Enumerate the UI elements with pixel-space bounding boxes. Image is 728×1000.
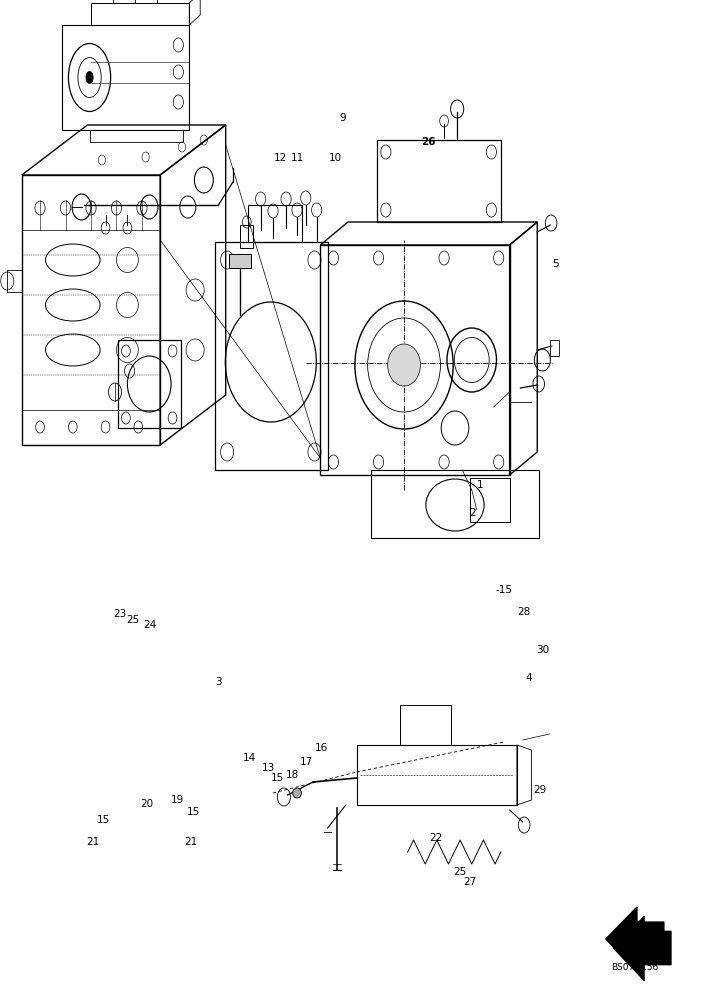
Ellipse shape xyxy=(293,788,301,798)
Text: 12: 12 xyxy=(274,153,287,163)
Ellipse shape xyxy=(387,344,421,386)
Text: 26: 26 xyxy=(421,137,435,147)
Polygon shape xyxy=(606,907,664,972)
Text: -15: -15 xyxy=(495,585,512,595)
Text: 21: 21 xyxy=(86,837,99,847)
Polygon shape xyxy=(613,916,671,981)
Text: 5: 5 xyxy=(552,259,558,269)
Text: 16: 16 xyxy=(314,743,328,753)
Text: 13: 13 xyxy=(262,763,275,773)
Text: 2: 2 xyxy=(470,508,476,518)
Text: 20: 20 xyxy=(141,799,154,809)
Text: 25: 25 xyxy=(126,615,139,625)
Text: 19: 19 xyxy=(171,795,184,805)
Text: 4: 4 xyxy=(526,673,532,683)
Text: 17: 17 xyxy=(300,757,313,767)
Ellipse shape xyxy=(86,72,93,84)
Text: 21: 21 xyxy=(184,837,197,847)
Text: 29: 29 xyxy=(534,785,547,795)
Text: 15: 15 xyxy=(97,815,110,825)
Text: 24: 24 xyxy=(143,620,157,630)
Text: 18: 18 xyxy=(285,770,298,780)
Text: 14: 14 xyxy=(242,753,256,763)
Text: 1: 1 xyxy=(477,480,483,490)
Text: 9: 9 xyxy=(339,113,346,123)
Text: 23: 23 xyxy=(113,609,126,619)
Text: 30: 30 xyxy=(536,645,549,655)
Polygon shape xyxy=(229,254,251,268)
Text: 11: 11 xyxy=(291,153,304,163)
Text: 3: 3 xyxy=(215,677,221,687)
Text: 10: 10 xyxy=(329,153,342,163)
Text: 27: 27 xyxy=(463,877,476,887)
Text: 22: 22 xyxy=(430,833,443,843)
Text: 28: 28 xyxy=(517,607,530,617)
Text: 25: 25 xyxy=(453,867,466,877)
Text: BS07H156: BS07H156 xyxy=(612,964,659,972)
Text: 15: 15 xyxy=(271,773,284,783)
Text: 15: 15 xyxy=(186,807,199,817)
